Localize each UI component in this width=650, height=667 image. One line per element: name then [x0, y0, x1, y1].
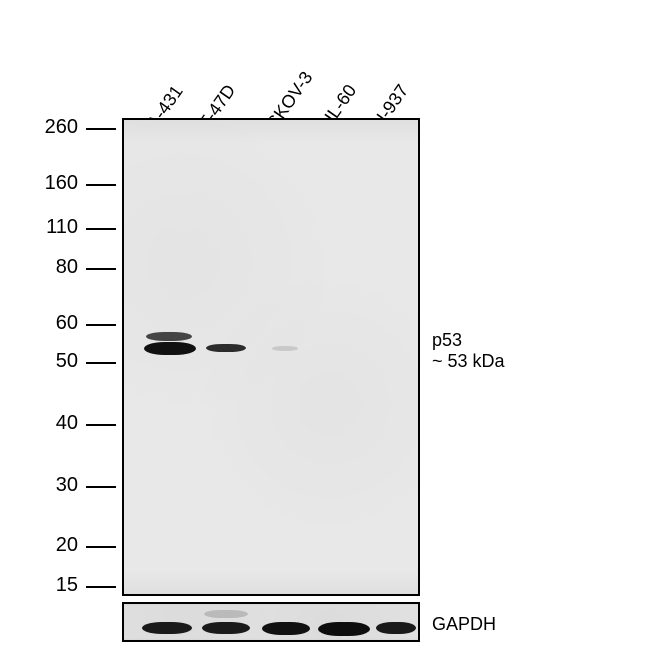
mw-tick	[86, 268, 116, 270]
mw-tick	[86, 228, 116, 230]
loading-band	[318, 622, 370, 636]
mw-tick	[86, 362, 116, 364]
mw-tick	[86, 486, 116, 488]
loading-control-label: GAPDH	[432, 614, 496, 635]
loading-band	[142, 622, 192, 634]
mw-tick	[86, 324, 116, 326]
mw-label: 160	[18, 172, 78, 195]
protein-band	[144, 342, 196, 355]
mw-label: 80	[18, 256, 78, 279]
mw-label: 110	[18, 216, 78, 239]
mw-label: 20	[18, 534, 78, 557]
mw-tick	[86, 546, 116, 548]
mw-label: 260	[18, 116, 78, 139]
loading-control-panel	[122, 602, 420, 642]
target-protein-label: p53 ~ 53 kDa	[432, 330, 505, 372]
western-blot-figure: A-431T-47DSKOV-3HL-60U-937 2601601108060…	[0, 0, 650, 667]
loading-band	[202, 622, 250, 634]
target-name: p53	[432, 330, 505, 351]
loading-band	[376, 622, 416, 634]
mw-tick	[86, 128, 116, 130]
loading-band	[204, 610, 248, 618]
loading-band	[262, 622, 310, 635]
protein-band	[146, 332, 192, 341]
mw-label: 50	[18, 350, 78, 373]
main-blot-panel	[122, 118, 420, 596]
mw-tick	[86, 184, 116, 186]
mw-label: 30	[18, 474, 78, 497]
protein-band	[272, 346, 298, 351]
mw-tick	[86, 586, 116, 588]
target-size: ~ 53 kDa	[432, 351, 505, 372]
protein-band	[206, 344, 246, 352]
mw-label: 40	[18, 412, 78, 435]
blot-background-texture	[124, 120, 418, 594]
mw-label: 15	[18, 574, 78, 597]
mw-tick	[86, 424, 116, 426]
mw-label: 60	[18, 312, 78, 335]
